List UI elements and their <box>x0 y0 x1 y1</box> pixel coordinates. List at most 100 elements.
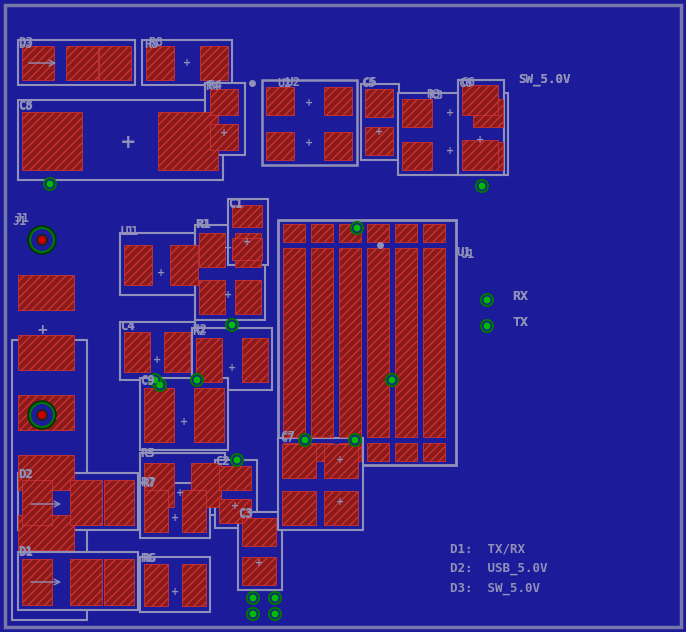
Bar <box>266 87 294 115</box>
Circle shape <box>36 234 48 246</box>
Bar <box>170 245 198 285</box>
Text: D1: D1 <box>18 546 33 559</box>
Bar <box>142 40 232 85</box>
Text: C6: C6 <box>460 76 475 89</box>
Bar <box>18 275 74 310</box>
Circle shape <box>272 595 279 602</box>
Text: +: + <box>180 417 188 427</box>
Text: U1: U1 <box>456 246 471 259</box>
Bar <box>365 89 393 117</box>
Bar <box>219 499 251 523</box>
Bar <box>120 322 195 380</box>
Bar <box>228 199 268 265</box>
Bar <box>200 46 228 80</box>
Circle shape <box>38 236 46 244</box>
Circle shape <box>30 403 54 427</box>
Bar <box>144 388 174 442</box>
Bar <box>398 93 508 175</box>
Text: R1: R1 <box>196 218 211 231</box>
Text: C5: C5 <box>362 76 377 89</box>
Text: +: + <box>171 587 179 597</box>
Bar <box>458 80 504 175</box>
Text: +: + <box>231 501 239 511</box>
Bar <box>192 328 272 390</box>
Bar <box>462 85 498 115</box>
Text: +: + <box>176 488 184 498</box>
Text: J1: J1 <box>14 212 29 225</box>
Text: D3:  SW_5.0V: D3: SW_5.0V <box>450 582 540 595</box>
Bar <box>140 453 225 515</box>
Bar <box>219 466 251 490</box>
Text: C8: C8 <box>18 99 33 112</box>
Bar <box>266 132 294 160</box>
Bar <box>199 280 225 314</box>
Bar <box>140 378 228 450</box>
Bar <box>282 444 316 478</box>
Text: C4: C4 <box>120 320 134 333</box>
Text: TX: TX <box>512 316 528 329</box>
Text: R1: R1 <box>195 218 209 231</box>
Bar <box>262 80 357 165</box>
Text: +: + <box>476 135 484 145</box>
Bar <box>146 46 174 80</box>
Bar <box>22 480 52 525</box>
Text: C9: C9 <box>140 375 154 388</box>
Text: U2: U2 <box>285 76 300 89</box>
Bar <box>22 112 82 170</box>
Circle shape <box>250 611 257 617</box>
Circle shape <box>228 322 235 329</box>
Bar <box>99 46 131 80</box>
Text: R3: R3 <box>426 88 440 101</box>
Bar <box>324 132 352 160</box>
Text: R6: R6 <box>140 552 155 565</box>
Circle shape <box>484 322 490 329</box>
Circle shape <box>302 437 309 444</box>
Text: RX: RX <box>512 290 528 303</box>
Bar <box>104 480 134 525</box>
Text: D3: D3 <box>18 38 32 51</box>
Text: C7: C7 <box>280 430 295 443</box>
Bar <box>22 46 54 80</box>
Text: C1: C1 <box>228 197 243 210</box>
Text: +: + <box>446 108 454 118</box>
Bar <box>140 557 210 612</box>
Circle shape <box>269 608 281 620</box>
Text: +: + <box>157 268 165 278</box>
Circle shape <box>47 181 54 188</box>
Circle shape <box>386 374 398 386</box>
Circle shape <box>154 379 166 391</box>
Bar <box>283 248 305 437</box>
Bar <box>238 512 282 590</box>
Text: +: + <box>336 455 344 465</box>
Bar <box>278 438 363 530</box>
Text: C4: C4 <box>120 320 135 333</box>
Circle shape <box>299 434 311 446</box>
Text: R5: R5 <box>140 447 154 460</box>
Bar <box>365 127 393 155</box>
Text: +: + <box>120 133 137 152</box>
Bar <box>423 224 445 242</box>
Bar <box>124 332 150 372</box>
Circle shape <box>351 437 359 444</box>
Text: +: + <box>446 146 454 156</box>
Circle shape <box>226 319 238 331</box>
Circle shape <box>30 228 54 252</box>
Bar <box>194 388 224 442</box>
Circle shape <box>231 454 243 466</box>
Bar <box>104 559 134 605</box>
Circle shape <box>149 374 161 386</box>
Text: L1: L1 <box>120 225 135 238</box>
Bar <box>473 142 503 170</box>
Bar <box>18 335 74 370</box>
Text: C2: C2 <box>215 455 230 468</box>
Circle shape <box>250 595 257 602</box>
Circle shape <box>193 377 200 384</box>
Bar <box>124 245 152 285</box>
Text: R4: R4 <box>207 79 222 92</box>
Bar <box>66 46 98 80</box>
Text: R7: R7 <box>142 477 156 490</box>
Bar <box>144 564 168 606</box>
Text: D2: D2 <box>18 468 33 481</box>
Bar <box>196 338 222 382</box>
Text: U1: U1 <box>460 248 474 261</box>
